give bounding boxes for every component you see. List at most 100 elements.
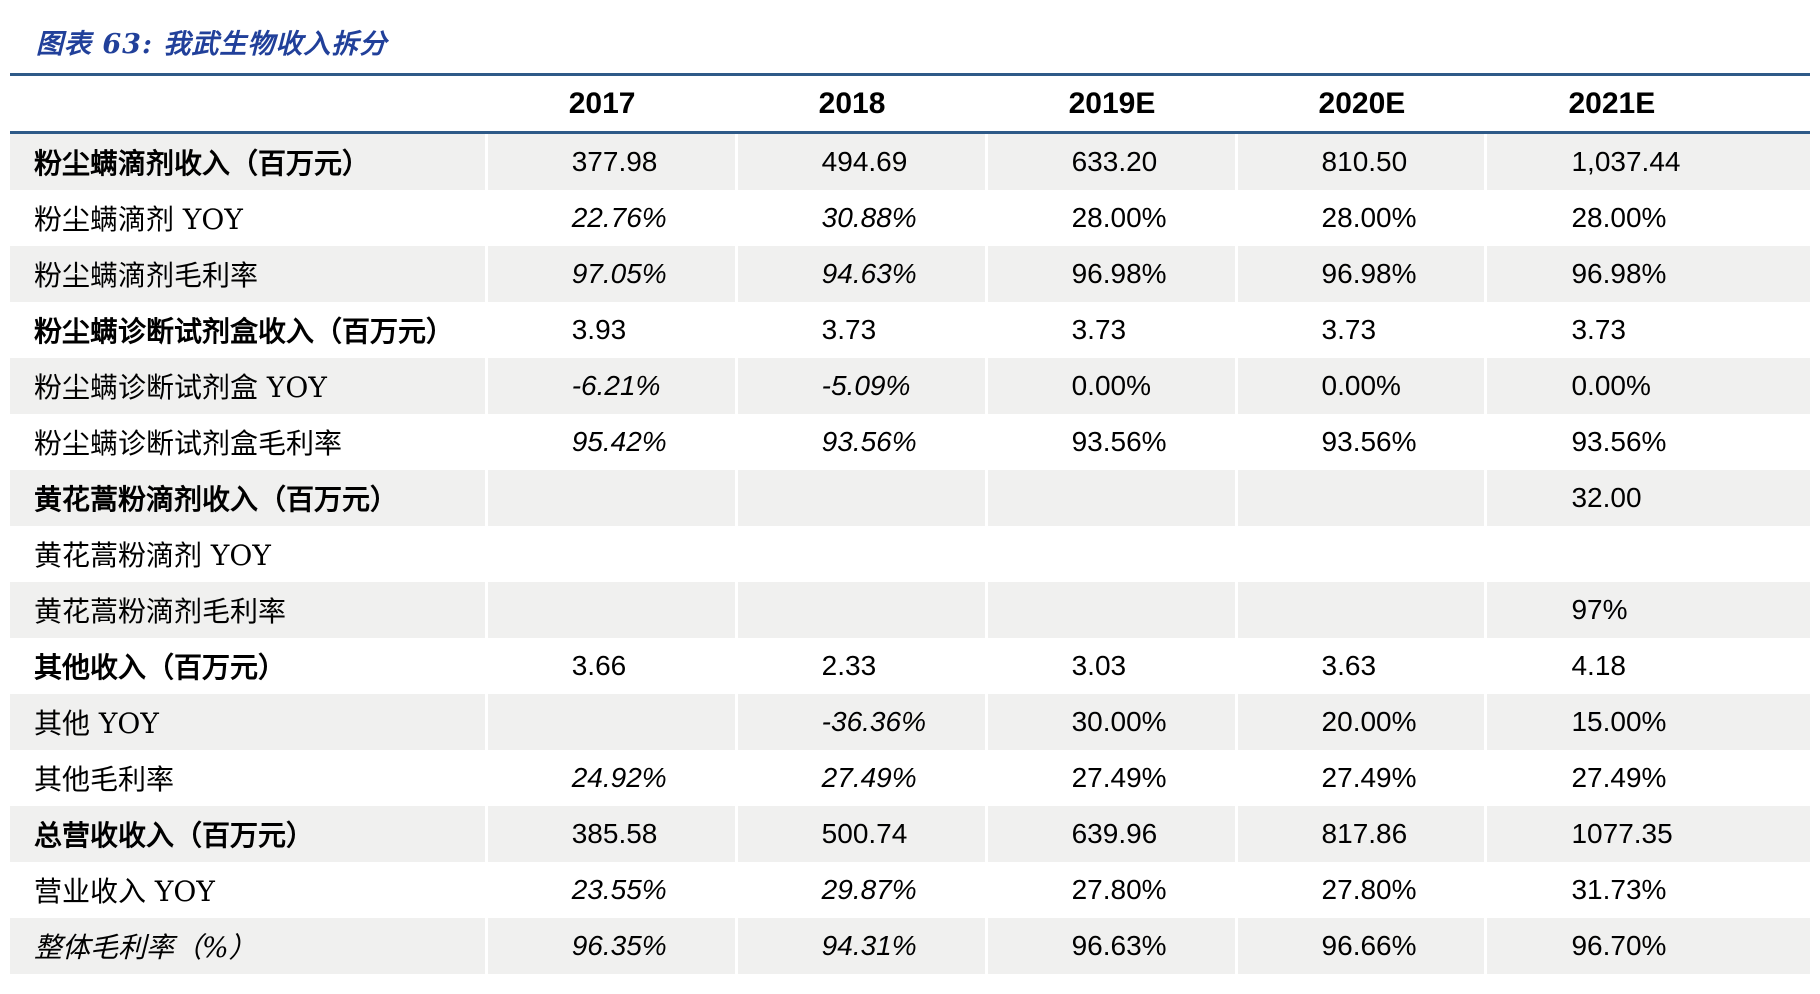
table-row: 粉尘螨滴剂 YOY 22.76% 30.88% 28.00% 28.00% 28.00% (10, 190, 1810, 246)
value-cell: 31.73% (1484, 862, 1810, 918)
value-cell (984, 526, 1235, 582)
value-cell: 2.33 (734, 638, 985, 694)
row-label-cell: 粉尘螨滴剂收入（百万元） (10, 134, 485, 190)
value-cell: 97% (1484, 582, 1810, 638)
value-cell: 1077.35 (1484, 806, 1810, 862)
value-cell: 3.73 (1234, 302, 1485, 358)
value-cell: 28.00% (1484, 190, 1810, 246)
value-cell (484, 694, 735, 750)
row-label-cell: 黄花蒿粉滴剂收入（百万元） (10, 470, 485, 526)
value-cell: 96.66% (1234, 918, 1485, 974)
value-cell (1484, 526, 1810, 582)
value-cell: 27.49% (734, 750, 985, 806)
value-cell: 3.63 (1234, 638, 1485, 694)
table-row: 黄花蒿粉滴剂毛利率 97% (10, 582, 1810, 638)
value-cell (484, 582, 735, 638)
value-cell: 96.98% (1484, 246, 1810, 302)
value-cell: 377.98 (484, 134, 735, 190)
value-cell: 96.98% (984, 246, 1235, 302)
value-cell: 22.76% (484, 190, 735, 246)
table-row: 营业收入 YOY 23.55% 29.87% 27.80% 27.80% 31.73% (10, 862, 1810, 918)
row-label-cell: 粉尘螨滴剂毛利率 (10, 246, 485, 302)
row-label-cell: 营业收入 YOY (34, 875, 215, 908)
value-cell (1234, 470, 1485, 526)
table-row: 粉尘螨诊断试剂盒 YOY -6.21% -5.09% 0.00% 0.00% 0.00% (10, 358, 1810, 414)
table-row: 粉尘螨滴剂毛利率 97.05% 94.63% 96.98% 96.98% 96.98% (10, 246, 1810, 302)
header-row: 2017 2018 2019E 2020E 2021E (10, 76, 1810, 134)
value-cell: 3.03 (984, 638, 1235, 694)
value-cell: 27.49% (1484, 750, 1810, 806)
row-label-cell: 粉尘螨诊断试剂盒毛利率 (34, 427, 343, 460)
value-cell: 27.49% (984, 750, 1235, 806)
table-header: 2017 2018 2019E 2020E 2021E (10, 76, 1810, 134)
value-cell: 3.66 (484, 638, 735, 694)
value-cell: 96.63% (984, 918, 1235, 974)
year-header-cell: 2021E (1484, 76, 1810, 134)
value-cell: -5.09% (734, 358, 985, 414)
value-cell: 27.80% (984, 862, 1235, 918)
value-cell: 0.00% (1234, 358, 1485, 414)
value-cell: 29.87% (734, 862, 985, 918)
value-cell (984, 470, 1235, 526)
value-cell: 96.98% (1234, 246, 1485, 302)
value-cell (484, 526, 735, 582)
year-header-cell: 2018 (734, 76, 985, 134)
value-cell: 93.56% (1234, 414, 1485, 470)
year-header-cell: 2017 (484, 76, 735, 134)
value-cell: 633.20 (984, 134, 1235, 190)
table-row: 黄花蒿粉滴剂 YOY (10, 526, 1810, 582)
title-rule (10, 73, 1810, 76)
table-row: 整体毛利率（%） 96.35% 94.31% 96.63% 96.66% 96.70% (10, 918, 1810, 974)
header-corner-cell (10, 76, 485, 134)
table-row: 总营收收入（百万元） 385.58 500.74 639.96 817.86 1077.3… (10, 806, 1810, 862)
value-cell: -6.21% (484, 358, 735, 414)
table-row: 粉尘螨滴剂收入（百万元） 377.98 494.69 633.20 810.50 1,03… (10, 134, 1810, 190)
value-cell (1234, 582, 1485, 638)
value-cell: 3.93 (484, 302, 735, 358)
table-row: 其他毛利率 24.92% 27.49% 27.49% 27.49% 27.49% (10, 750, 1810, 806)
row-label-cell: 总营收收入（百万元） (10, 806, 485, 862)
value-cell: 28.00% (1234, 190, 1485, 246)
value-cell: 4.18 (1484, 638, 1810, 694)
value-cell: 3.73 (734, 302, 985, 358)
value-cell: 23.55% (484, 862, 735, 918)
value-cell: 95.42% (484, 414, 735, 470)
figure-title: 图表 63: 我武生物收入拆分 (36, 29, 388, 60)
revenue-table: 2017 2018 2019E 2020E 2021E 粉尘螨滴剂收入（百万元） 377.… (10, 76, 1810, 974)
row-label-cell: 粉尘螨诊断试剂盒 YOY (10, 358, 485, 414)
value-cell: 96.70% (1484, 918, 1810, 974)
value-cell (1234, 526, 1485, 582)
value-cell: -36.36% (734, 694, 985, 750)
value-cell: 24.92% (484, 750, 735, 806)
year-header-cell: 2020E (1234, 76, 1485, 134)
value-cell: 639.96 (984, 806, 1235, 862)
value-cell: 28.00% (984, 190, 1235, 246)
value-cell: 1,037.44 (1484, 134, 1810, 190)
table-row: 其他 YOY -36.36% 30.00% 20.00% 15.00% (10, 694, 1810, 750)
table-row: 粉尘螨诊断试剂盒收入（百万元） 3.93 3.73 3.73 3.73 3.73 (10, 302, 1810, 358)
value-cell: 93.56% (1484, 414, 1810, 470)
row-label-cell: 粉尘螨滴剂 YOY (34, 203, 243, 236)
value-cell: 97.05% (484, 246, 735, 302)
value-cell: 817.86 (1234, 806, 1485, 862)
value-cell (734, 470, 985, 526)
table-row: 粉尘螨诊断试剂盒毛利率 95.42% 93.56% 93.56% 93.56% 93.56… (10, 414, 1810, 470)
value-cell (984, 582, 1235, 638)
value-cell: 500.74 (734, 806, 985, 862)
value-cell: 0.00% (984, 358, 1235, 414)
value-cell (734, 526, 985, 582)
value-cell: 27.80% (1234, 862, 1485, 918)
table-row: 其他收入（百万元） 3.66 2.33 3.03 3.63 4.18 (10, 638, 1810, 694)
value-cell (484, 470, 735, 526)
row-label-cell: 其他毛利率 (34, 763, 175, 796)
row-label-cell: 黄花蒿粉滴剂 YOY (34, 539, 271, 572)
value-cell: 3.73 (984, 302, 1235, 358)
value-cell: 30.88% (734, 190, 985, 246)
row-label-cell: 黄花蒿粉滴剂毛利率 (10, 582, 485, 638)
value-cell: 93.56% (984, 414, 1235, 470)
value-cell: 27.49% (1234, 750, 1485, 806)
value-cell: 94.31% (734, 918, 985, 974)
row-label-cell: 粉尘螨诊断试剂盒收入（百万元） (34, 315, 455, 348)
value-cell: 32.00 (1484, 470, 1810, 526)
value-cell: 93.56% (734, 414, 985, 470)
